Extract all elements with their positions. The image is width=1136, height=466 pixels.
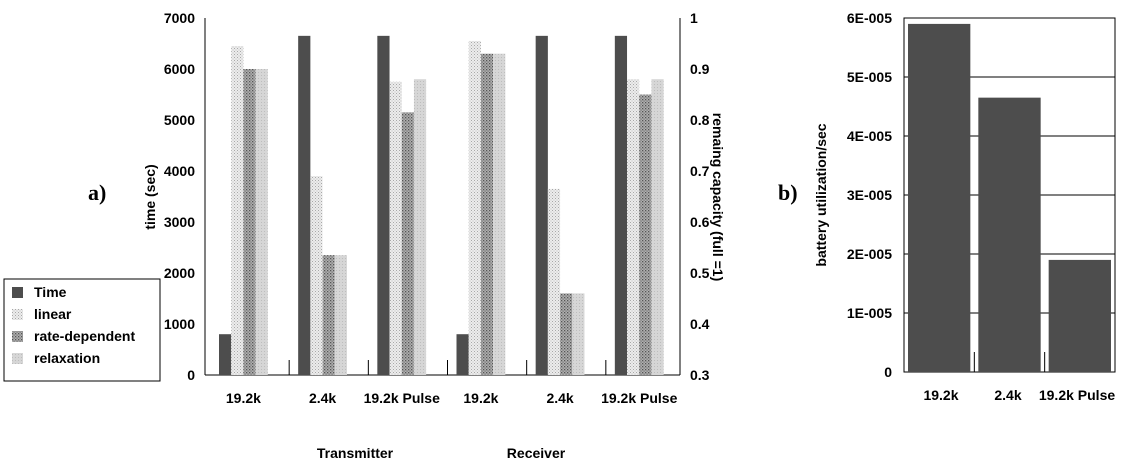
legend-swatch-relaxation [12, 353, 23, 364]
chart-b-x-tick-label: 19.2k [923, 387, 958, 403]
legend-box [3, 278, 161, 382]
chart-a-y-tick-label: 7000 [164, 10, 195, 26]
bar-relaxation [651, 79, 664, 375]
bar-rate-dependent [243, 69, 256, 375]
chart-a-y-tick-label: 1000 [164, 316, 195, 332]
legend-label-relaxation: relaxation [34, 350, 100, 366]
bar-rate-dependent [560, 293, 573, 375]
bar-linear [627, 79, 640, 375]
chart-a-y2-tick-label: 0.7 [690, 163, 710, 179]
chart-a-y2-axis-label: remaing capacity (full =1) [710, 113, 726, 281]
chart-a-separators [288, 360, 607, 375]
chart-a-y2-tick-label: 0.3 [690, 367, 710, 383]
chart-a-y-tick-label: 0 [187, 367, 195, 383]
bar-linear [231, 46, 244, 376]
chart-b-x-tick-labels: 19.2k 2.4k 19.2k Pulse [923, 387, 1115, 403]
chart-a-y2-tick-label: 0.9 [690, 61, 710, 77]
chart-b-x-tick-label: 19.2k Pulse [1039, 387, 1115, 403]
bar-time [614, 35, 628, 375]
chart-a-bars [219, 35, 664, 376]
bar-relaxation [413, 79, 427, 375]
bar-relaxation [255, 69, 268, 375]
chart-a-y-tick-label: 3000 [164, 214, 195, 230]
chart-a-y2-tick-label: 1 [690, 10, 698, 26]
legend-swatch-time [12, 287, 23, 298]
legend-swatch-linear [12, 309, 23, 320]
chart-b-separators [973, 352, 1046, 372]
chart-b-x-tick-label: 2.4k [994, 387, 1021, 403]
chart-b-y-tick-label: 2E-005 [847, 246, 892, 262]
bar-battery-utilization [908, 23, 971, 373]
bar-rate-dependent [480, 53, 494, 375]
bar-rate-dependent [401, 112, 414, 375]
bar-relaxation [572, 293, 585, 375]
chart-a-legend: Time linear rate-dependent relaxation [3, 278, 161, 382]
chart-a-x-tick-label: 2.4k [546, 390, 573, 406]
chart-a-right-ticks: 0.3 0.4 0.5 0.6 0.7 0.8 0.9 1 [690, 10, 710, 383]
chart-a-x-tick-labels: 19.2k 2.4k 19.2k Pulse 19.2k 2.4k 19.2k Pulse [226, 390, 678, 406]
chart-a-panel-label: a) [88, 180, 106, 205]
chart-a-left-ticks: 0 1000 2000 3000 4000 5000 6000 7000 [164, 10, 195, 383]
bar-linear [389, 81, 402, 375]
chart-a-y2-tick-label: 0.8 [690, 112, 710, 128]
bar-time [535, 35, 548, 375]
chart-a-y-tick-label: 6000 [164, 61, 195, 77]
legend-label-linear: linear [34, 306, 72, 322]
chart-b-panel-label: b) [778, 180, 798, 205]
bar-time [456, 334, 469, 375]
chart-b-y-tick-label: 1E-005 [847, 305, 892, 321]
chart-b-y-tick-label: 0 [884, 364, 892, 380]
chart-b-y-tick-label: 5E-005 [847, 69, 892, 85]
chart-b: b) 0 1E-005 2E-005 3E-005 4E-005 5E-005 6E-005… [778, 10, 1116, 403]
chart-b-y-tick-label: 3E-005 [847, 187, 892, 203]
chart-b-bars [908, 23, 1111, 373]
chart-a-group-label-transmitter: Transmitter [317, 445, 394, 461]
legend-label-rate-dependent: rate-dependent [34, 328, 135, 344]
bar-battery-utilization [1048, 259, 1111, 372]
bar-rate-dependent [322, 255, 335, 375]
bar-relaxation [493, 53, 506, 375]
bar-linear [468, 40, 481, 375]
bar-rate-dependent [639, 94, 652, 375]
bar-battery-utilization [978, 97, 1041, 373]
bar-time [377, 35, 390, 375]
chart-b-y-tick-label: 4E-005 [847, 128, 892, 144]
chart-a-y2-tick-label: 0.6 [690, 214, 710, 230]
bar-time [298, 35, 311, 375]
chart-a-x-tick-label: 19.2k [226, 390, 261, 406]
chart-a-x-tick-label: 19.2k [463, 390, 498, 406]
chart-a-y-tick-label: 5000 [164, 112, 195, 128]
chart-a-x-tick-label: 2.4k [309, 390, 336, 406]
legend-label-time: Time [34, 284, 67, 300]
chart-a-x-tick-label: 19.2k Pulse [601, 390, 677, 406]
legend-swatch-rate-dependent [12, 331, 23, 342]
chart-b-y-tick-label: 6E-005 [847, 10, 892, 26]
bar-linear [310, 176, 323, 375]
chart-a-group-label-receiver: Receiver [507, 445, 566, 461]
chart-a-x-tick-label: 19.2k Pulse [364, 390, 440, 406]
bar-linear [547, 188, 561, 375]
chart-b-y-ticks: 0 1E-005 2E-005 3E-005 4E-005 5E-005 6E-005 [847, 10, 892, 380]
chart-a-y2-tick-label: 0.5 [690, 265, 710, 281]
chart-b-y-axis-label: battery utilization/sec [813, 123, 829, 266]
chart-a-y2-tick-label: 0.4 [690, 316, 710, 332]
chart-a-y-tick-label: 4000 [164, 163, 195, 179]
bar-time [219, 334, 232, 375]
bar-relaxation [334, 255, 347, 375]
chart-a-y-tick-label: 2000 [164, 265, 195, 281]
chart-a-y-axis-label: time (sec) [142, 164, 158, 229]
